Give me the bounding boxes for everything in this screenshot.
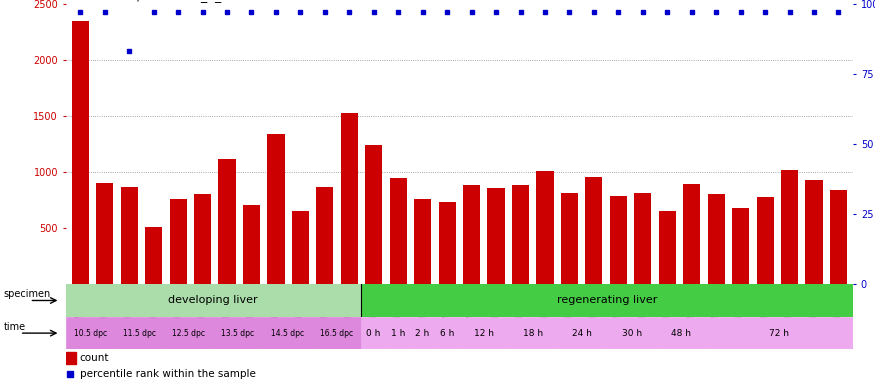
Bar	[194, 194, 211, 284]
Bar	[66, 317, 115, 349]
Bar	[292, 211, 309, 284]
Text: 10.5 dpc: 10.5 dpc	[74, 329, 107, 338]
Bar	[72, 21, 89, 284]
Bar	[705, 317, 853, 349]
Bar	[121, 187, 137, 284]
Text: GDS2577 / 1451554_a_at: GDS2577 / 1451554_a_at	[74, 0, 234, 2]
Bar	[361, 284, 853, 317]
Bar	[781, 170, 798, 284]
Bar	[219, 159, 235, 284]
Text: time: time	[4, 321, 25, 332]
Text: 13.5 dpc: 13.5 dpc	[221, 329, 255, 338]
Text: 2 h: 2 h	[416, 329, 430, 338]
Bar	[414, 199, 431, 284]
Bar	[243, 205, 260, 284]
Text: developing liver: developing liver	[169, 295, 258, 306]
Bar	[585, 177, 603, 284]
Bar	[757, 197, 774, 284]
Bar	[805, 180, 822, 284]
Bar	[536, 171, 554, 284]
Bar	[268, 134, 284, 284]
Bar	[164, 317, 214, 349]
Text: 48 h: 48 h	[671, 329, 691, 338]
Text: count: count	[80, 353, 109, 363]
Text: 14.5 dpc: 14.5 dpc	[270, 329, 304, 338]
Bar	[610, 195, 626, 284]
Bar	[316, 187, 333, 284]
Bar	[96, 183, 114, 284]
Bar	[508, 317, 558, 349]
Text: 24 h: 24 h	[572, 329, 592, 338]
Bar	[410, 317, 435, 349]
Bar	[214, 317, 262, 349]
Bar	[830, 190, 847, 284]
Bar	[389, 178, 407, 284]
Bar	[365, 145, 382, 284]
Bar	[659, 211, 676, 284]
Text: 6 h: 6 h	[440, 329, 454, 338]
Bar	[435, 317, 459, 349]
Bar	[708, 194, 724, 284]
Text: 72 h: 72 h	[769, 329, 789, 338]
Text: 12 h: 12 h	[474, 329, 494, 338]
Bar	[512, 185, 529, 284]
Bar	[312, 317, 361, 349]
Bar	[115, 317, 164, 349]
Bar	[607, 317, 656, 349]
Bar	[558, 317, 607, 349]
Bar	[438, 202, 456, 284]
Bar	[732, 208, 749, 284]
Text: 11.5 dpc: 11.5 dpc	[123, 329, 156, 338]
Text: specimen: specimen	[4, 289, 51, 299]
Text: 18 h: 18 h	[523, 329, 543, 338]
Bar	[145, 227, 162, 284]
Bar	[634, 193, 651, 284]
Bar	[340, 113, 358, 284]
Text: 12.5 dpc: 12.5 dpc	[172, 329, 205, 338]
Text: 30 h: 30 h	[621, 329, 641, 338]
Text: percentile rank within the sample: percentile rank within the sample	[80, 369, 256, 379]
Text: 1 h: 1 h	[390, 329, 405, 338]
Bar	[683, 184, 700, 284]
Bar	[561, 193, 578, 284]
Bar	[487, 188, 505, 284]
Bar	[386, 317, 410, 349]
Bar	[66, 352, 76, 364]
Bar	[262, 317, 312, 349]
Bar	[66, 284, 361, 317]
Text: 16.5 dpc: 16.5 dpc	[319, 329, 353, 338]
Text: regenerating liver: regenerating liver	[556, 295, 657, 306]
Bar	[361, 317, 386, 349]
Bar	[170, 199, 186, 284]
Bar	[656, 317, 705, 349]
Text: 0 h: 0 h	[366, 329, 381, 338]
Bar	[459, 317, 508, 349]
Bar	[463, 185, 480, 284]
